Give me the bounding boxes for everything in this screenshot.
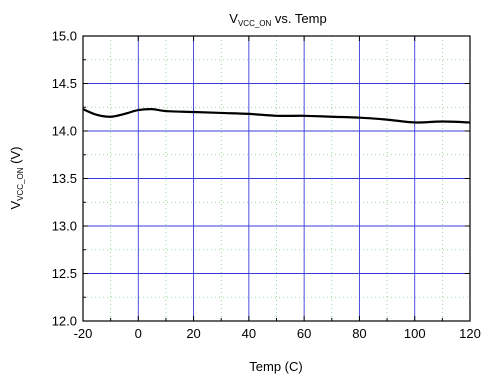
x-tick-label: 80 <box>352 326 366 341</box>
y-tick-label: 12.0 <box>52 314 77 329</box>
chart-title-subscript: VCC_ON <box>238 19 272 28</box>
y-tick-label: 13.5 <box>52 171 77 186</box>
chart-title-main: V <box>229 11 238 26</box>
x-axis-label: Temp (C) <box>249 359 302 374</box>
x-tick-label: 60 <box>297 326 311 341</box>
y-axis-label-main: V <box>8 200 23 209</box>
series <box>82 108 471 124</box>
y-axis-label-subscript: VCC_ON <box>16 167 25 201</box>
y-tick-label: 14.5 <box>52 76 77 91</box>
x-tick-label: 100 <box>404 326 426 341</box>
x-tick-label: 120 <box>459 326 481 341</box>
x-tick-label: 20 <box>186 326 200 341</box>
ticks: -20 0 20 40 60 80 100 120 12.0 12.5 13.0 13.5 14.0 14… <box>52 29 481 342</box>
y-axis-label: VVCC_ON (V) <box>8 147 25 210</box>
y-tick-label: 13.0 <box>52 219 77 234</box>
x-tick-label: 0 <box>135 326 142 341</box>
y-tick-label: 15.0 <box>52 29 77 44</box>
grid <box>82 35 471 322</box>
y-tick-label: 12.5 <box>52 266 77 281</box>
y-tick-label: 14.0 <box>52 124 77 139</box>
series-line <box>82 108 471 124</box>
chart-title: VVCC_ON vs. Temp <box>229 11 326 28</box>
chart-title-rest: vs. Temp <box>271 11 326 26</box>
y-axis-label-rest: (V) <box>8 147 23 168</box>
x-tick-label: 40 <box>242 326 256 341</box>
x-tick-label: -20 <box>74 326 93 341</box>
